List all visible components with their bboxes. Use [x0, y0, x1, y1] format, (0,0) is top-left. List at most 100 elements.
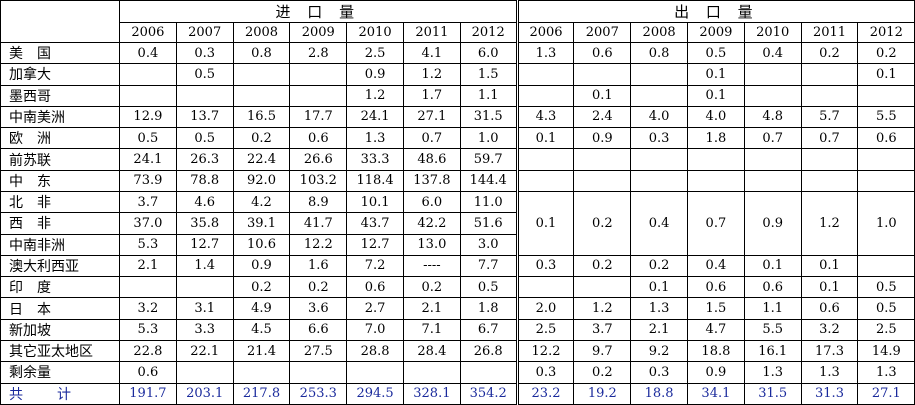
import-year-header: 2007	[175, 22, 234, 43]
import-value: 0.6	[119, 361, 177, 384]
export-value: 0.6	[743, 276, 802, 299]
total-export-value: 23.2	[515, 382, 575, 405]
table-row: 加拿大 0.5 0.9 1.2 1.5 0.1 0.1	[0, 63, 915, 86]
import-value: 27.1	[402, 105, 461, 129]
export-value: 0.5	[857, 276, 915, 299]
import-value: 26.6	[289, 148, 348, 171]
import-value: 48.6	[402, 148, 461, 171]
import-value: 33.3	[346, 148, 404, 171]
import-value	[119, 276, 177, 299]
import-value: 3.0	[459, 233, 518, 256]
import-value	[175, 84, 234, 107]
import-value: 1.0	[459, 127, 518, 150]
export-value	[630, 63, 688, 86]
export-value: 0.9	[573, 127, 632, 150]
import-value: 7.0	[346, 318, 404, 341]
import-value: 26.3	[175, 148, 234, 171]
import-value: 92.0	[232, 169, 291, 192]
import-value: 0.2	[232, 127, 291, 150]
export-value	[743, 84, 802, 107]
import-value: 1.2	[346, 84, 404, 107]
export-value: 4.7	[687, 318, 745, 341]
import-value	[232, 361, 291, 384]
import-value: 3.3	[175, 318, 234, 341]
import-value: 3.6	[289, 297, 348, 320]
export-value: 0.6	[687, 276, 745, 299]
export-value	[857, 84, 915, 107]
total-row: 共 计 191.7 203.1 217.8 253.3 294.5 328.1 354.2 23…	[0, 382, 915, 405]
total-import-value: 253.3	[289, 382, 348, 405]
import-value: 4.9	[232, 297, 291, 320]
table-row: 欧 洲 0.5 0.5 0.2 0.6 1.3 0.7 1.0 0.1 0.9 0.3 1.8 0.7 0…	[0, 127, 915, 150]
import-value: 0.3	[175, 41, 234, 65]
africa-export-value: 0.7	[687, 190, 745, 256]
import-value: 7.2	[346, 254, 404, 278]
export-group-header: 出 口 量	[515, 0, 915, 23]
import-year-header: 2009	[289, 22, 348, 43]
region-label: 中 东	[0, 169, 120, 192]
export-value: 0.1	[857, 63, 915, 86]
export-value	[800, 169, 859, 192]
import-value: 1.8	[459, 297, 518, 320]
import-value: 13.7	[175, 105, 234, 129]
import-value: 4.1	[402, 41, 461, 65]
export-value	[630, 169, 688, 192]
import-value: 1.1	[459, 84, 518, 107]
region-label: 加拿大	[0, 63, 120, 86]
region-label: 西 非	[0, 212, 120, 235]
import-value	[232, 63, 291, 86]
import-value: 0.2	[402, 276, 461, 299]
export-value: 0.7	[800, 127, 859, 150]
export-value	[743, 63, 802, 86]
import-value: 12.7	[346, 233, 404, 256]
import-value	[175, 361, 234, 384]
import-value: 78.8	[175, 169, 234, 192]
table-row: 新加坡 5.3 3.3 4.5 6.6 7.0 7.1 6.7 2.5 3.7 2.1 4.7 5.5 3…	[0, 318, 915, 341]
export-value	[743, 148, 802, 171]
export-value: 0.2	[630, 254, 688, 278]
table-row: 墨西哥 1.2 1.7 1.1 0.1 0.1	[0, 84, 915, 107]
region-label: 墨西哥	[0, 84, 120, 107]
export-value: 0.7	[743, 127, 802, 150]
export-value: 0.1	[515, 127, 575, 150]
import-value: 10.1	[346, 190, 404, 214]
import-value	[232, 84, 291, 107]
import-value: 0.5	[175, 63, 234, 86]
export-value: 0.3	[515, 254, 575, 278]
table-body: 美 国 0.4 0.3 0.8 2.8 2.5 4.1 6.0 1.3 0.6 0.8 0.5 0.4 0…	[0, 41, 915, 405]
export-value	[687, 148, 745, 171]
export-value: 1.1	[743, 297, 802, 320]
import-value: 31.5	[459, 105, 518, 129]
import-value: 4.2	[232, 190, 291, 214]
export-year-header: 2009	[687, 22, 745, 43]
export-value	[857, 254, 915, 278]
region-label: 剩余量	[0, 361, 120, 384]
import-value: 0.5	[119, 127, 177, 150]
export-value	[573, 169, 632, 192]
corner-cell	[0, 0, 120, 43]
table-row: 中 东 73.9 78.8 92.0 103.2 118.4 137.8 144.4	[0, 169, 915, 192]
import-value: 4.6	[175, 190, 234, 214]
export-value: 3.2	[800, 318, 859, 341]
import-value: 22.1	[175, 339, 234, 363]
export-value	[573, 63, 632, 86]
import-year-header: 2006	[119, 22, 177, 43]
export-value: 0.9	[687, 361, 745, 384]
export-value: 1.8	[687, 127, 745, 150]
import-value: 21.4	[232, 339, 291, 363]
export-value	[630, 148, 688, 171]
table-row: 其它亚太地区 22.8 22.1 21.4 27.5 28.8 28.4 26.8 12.2 9.…	[0, 339, 915, 363]
table-row: 中南非洲 5.3 12.7 10.6 12.2 12.7 13.0 3.0	[0, 233, 915, 256]
import-value: 0.6	[346, 276, 404, 299]
export-value: 0.8	[630, 41, 688, 65]
export-value: 1.3	[515, 41, 575, 65]
import-value: 24.1	[119, 148, 177, 171]
import-value: 28.4	[402, 339, 461, 363]
import-value: 12.7	[175, 233, 234, 256]
export-year-header: 2011	[800, 22, 859, 43]
export-value: 3.7	[573, 318, 632, 341]
import-value: 26.8	[459, 339, 518, 363]
import-value: 10.6	[232, 233, 291, 256]
export-value: 2.5	[857, 318, 915, 341]
import-value: 144.4	[459, 169, 518, 192]
